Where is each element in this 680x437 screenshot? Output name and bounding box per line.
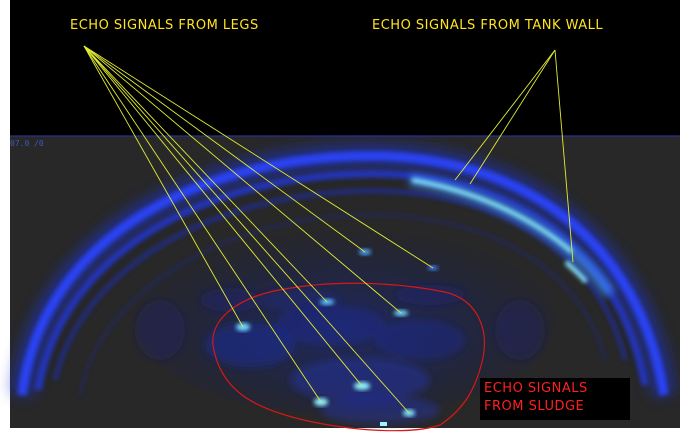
legs-echo-label: ECHO SIGNALS FROM LEGS (70, 18, 259, 33)
sludge-echo-spot (380, 422, 387, 426)
tank-wall-echo-arcs (10, 143, 676, 397)
wall-annotation-lines (454, 49, 574, 263)
tank-wall-bright-echo (409, 174, 615, 298)
sludge-label-line-1: ECHO SIGNALS (484, 381, 588, 396)
scattered-echo-texture (135, 285, 545, 424)
tank-wall-echo-label: ECHO SIGNALS FROM TANK WALL (372, 18, 604, 33)
sludge-label-box: ECHO SIGNALS FROM SLUDGE (480, 378, 630, 420)
sludge-label-line-2: FROM SLUDGE (484, 399, 585, 414)
scale-readout: 07.0 /0 (10, 139, 44, 148)
legs-annotation-lines (83, 45, 434, 414)
sludge-outline (212, 282, 485, 432)
